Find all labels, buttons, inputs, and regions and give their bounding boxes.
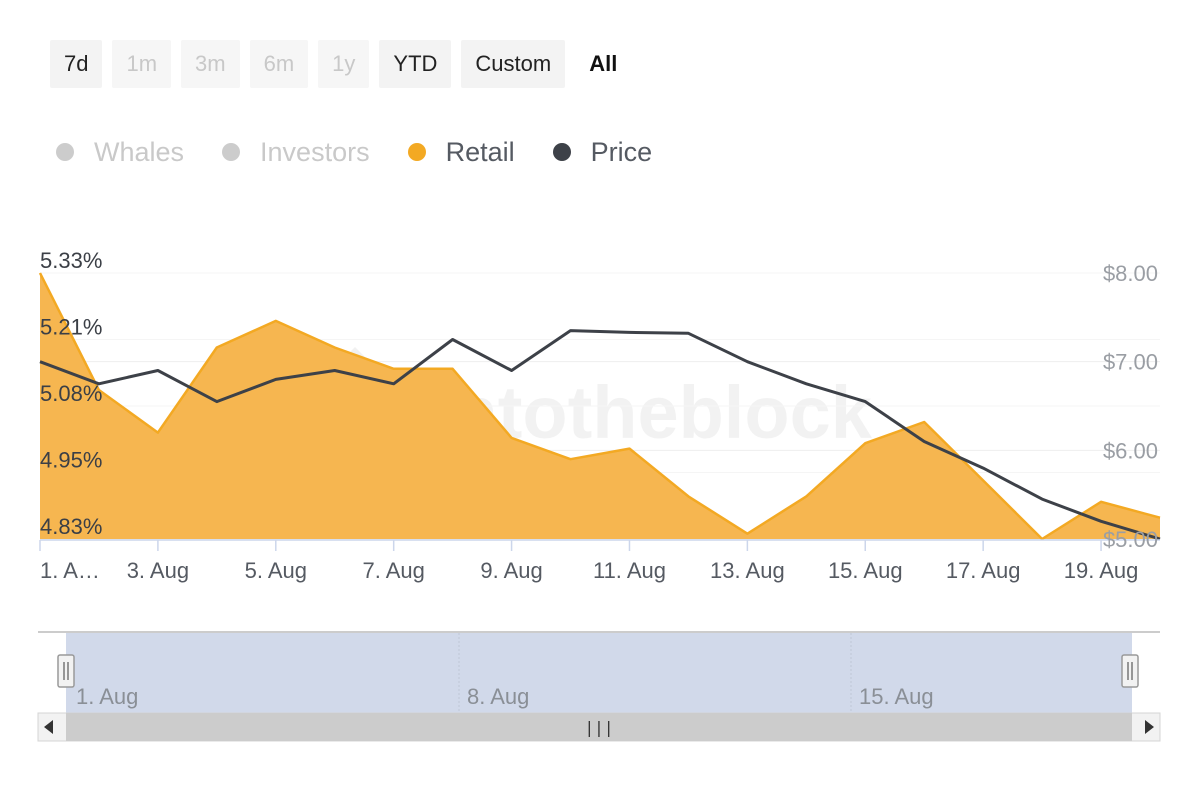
y-right-tick-label: $7.00 <box>1103 350 1158 375</box>
legend-item-price[interactable]: Price <box>552 136 653 168</box>
navigator-scrollbar[interactable]: ||| <box>37 712 1161 742</box>
range-button-custom[interactable]: Custom <box>461 40 566 88</box>
navigator-selected-range[interactable] <box>66 633 1132 713</box>
chart-legend: Whales Investors Retail Price <box>56 130 690 174</box>
legend-label-price: Price <box>590 136 653 167</box>
x-tick-label: 7. Aug <box>362 558 424 583</box>
x-tick-label: 17. Aug <box>946 558 1021 583</box>
legend-dot-investors <box>222 143 241 161</box>
navigator-left-handle[interactable] <box>57 654 75 688</box>
y-left-tick-label: 5.33% <box>40 248 102 273</box>
y-right-tick-label: $6.00 <box>1103 438 1158 463</box>
range-button-6m[interactable]: 6m <box>249 40 309 88</box>
legend-dot-price <box>552 143 571 161</box>
legend-dot-whales <box>56 143 74 161</box>
range-button-ytd[interactable]: YTD <box>379 40 452 88</box>
navigator-right-handle[interactable] <box>1121 654 1139 688</box>
x-tick-label: 15. Aug <box>828 558 903 583</box>
legend-item-investors[interactable]: Investors <box>222 137 370 168</box>
scrollbar-thumb[interactable] <box>66 713 1132 741</box>
x-tick-label: 11. Aug <box>593 558 666 583</box>
retail-area <box>40 273 1160 539</box>
price-line <box>39 329 1161 541</box>
navigator-label: 15. Aug <box>859 684 934 709</box>
y-right-tick-label: $5.00 <box>1103 527 1158 552</box>
x-tick-label: 3. Aug <box>127 558 189 583</box>
range-button-3m[interactable]: 3m <box>181 40 240 88</box>
range-button-1m[interactable]: 1m <box>112 40 172 88</box>
y-axis-right: $8.00 $7.00 $6.00 $5.00 <box>1103 261 1158 552</box>
range-button-1y[interactable]: 1y <box>318 40 370 88</box>
price-series <box>39 329 1161 541</box>
legend-item-whales[interactable]: Whales <box>56 137 184 168</box>
scrollbar-grip[interactable]: ||| <box>585 718 614 737</box>
legend-label-retail: Retail <box>445 136 515 167</box>
range-button-7d[interactable]: 7d <box>50 40 103 88</box>
navigator-label: 1. Aug <box>76 684 138 709</box>
y-left-tick-label: 5.21% <box>40 315 102 340</box>
range-selector: 7d 1m 3m 6m 1y YTD Custom All <box>50 40 639 88</box>
legend-dot-retail <box>407 143 426 161</box>
x-tick-label: 19. Aug <box>1064 558 1139 583</box>
x-tick-label: 5. Aug <box>245 558 307 583</box>
y-left-tick-label: 5.08% <box>40 381 102 406</box>
legend-label-investors: Investors <box>260 136 370 167</box>
x-tick-label: 1. A… <box>40 558 100 583</box>
range-button-all[interactable]: All <box>589 51 618 76</box>
x-tick-label: 13. Aug <box>710 558 785 583</box>
y-left-tick-label: 4.83% <box>40 514 102 539</box>
x-axis: 1. A… 3. Aug 5. Aug 7. Aug 9. Aug 11. Aug 13. … <box>39 539 1160 583</box>
retail-line <box>38 272 1161 541</box>
legend-label-whales: Whales <box>94 136 185 167</box>
y-left-tick-label: 4.95% <box>40 448 102 473</box>
navigator-label: 8. Aug <box>467 684 529 709</box>
retail-series <box>38 272 1161 541</box>
navigator: 1. Aug 8. Aug 15. Aug ||| <box>37 631 1161 742</box>
scroll-right-arrow-icon[interactable] <box>1145 720 1154 734</box>
legend-item-retail[interactable]: Retail <box>407 136 515 168</box>
scroll-left-arrow-icon[interactable] <box>44 720 53 734</box>
y-right-tick-label: $8.00 <box>1103 261 1158 286</box>
x-tick-label: 9. Aug <box>480 558 542 583</box>
y-axis-left: 5.33% 5.21% 5.08% 4.95% 4.83% <box>40 248 102 539</box>
